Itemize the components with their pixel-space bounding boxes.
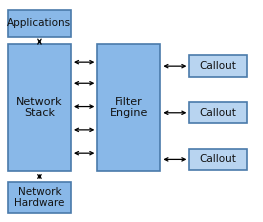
FancyBboxPatch shape [8,10,71,37]
Text: Callout: Callout [200,154,237,164]
Text: Filter
Engine: Filter Engine [110,97,148,119]
FancyBboxPatch shape [8,44,71,171]
Text: Callout: Callout [200,108,237,118]
Text: Applications: Applications [7,18,72,28]
Text: Callout: Callout [200,61,237,71]
Text: Network
Stack: Network Stack [16,97,63,119]
FancyBboxPatch shape [189,149,247,170]
FancyBboxPatch shape [8,182,71,213]
FancyBboxPatch shape [189,102,247,123]
FancyBboxPatch shape [97,44,160,171]
FancyBboxPatch shape [189,56,247,77]
Text: Network
Hardware: Network Hardware [14,187,65,208]
